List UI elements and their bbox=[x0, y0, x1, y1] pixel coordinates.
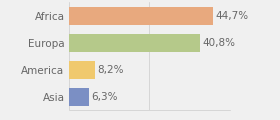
Text: 44,7%: 44,7% bbox=[215, 11, 248, 21]
Text: 6,3%: 6,3% bbox=[92, 92, 118, 102]
Bar bbox=[69, 34, 200, 52]
Bar bbox=[69, 88, 89, 106]
Text: 40,8%: 40,8% bbox=[202, 38, 235, 48]
Text: 8,2%: 8,2% bbox=[97, 65, 124, 75]
Bar bbox=[69, 7, 213, 25]
Bar bbox=[69, 61, 95, 79]
